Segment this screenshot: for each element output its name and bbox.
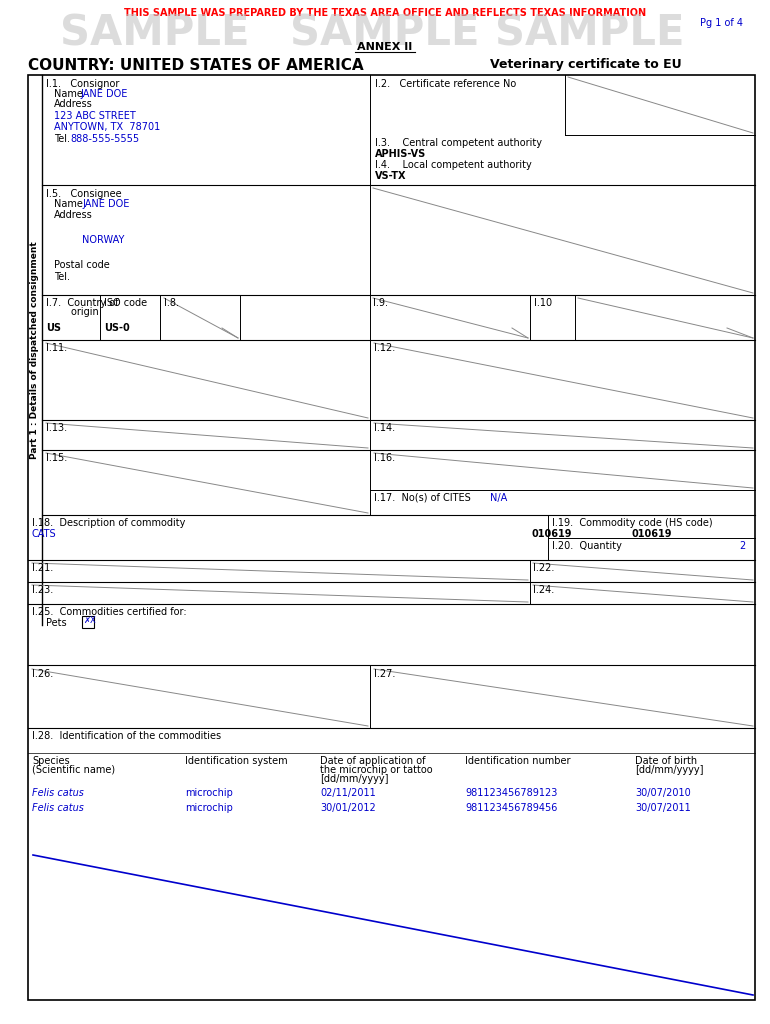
Text: I.3.    Central competent authority: I.3. Central competent authority [375,138,542,148]
Text: Part 1 : Details of dispatched consignment: Part 1 : Details of dispatched consignme… [31,241,39,459]
Text: [dd/mm/yyyy]: [dd/mm/yyyy] [320,774,389,784]
Text: Name: Name [54,89,83,99]
Text: I.21.: I.21. [32,563,53,573]
Text: I.14.: I.14. [374,423,395,433]
Text: 010619: 010619 [631,529,671,539]
Text: 981123456789123: 981123456789123 [465,788,557,798]
Text: microchip: microchip [185,803,233,813]
Text: I.15.: I.15. [46,453,67,463]
Text: I.24.: I.24. [533,585,554,595]
Text: I.2.   Certificate reference No: I.2. Certificate reference No [375,79,516,89]
Text: ISO code: ISO code [104,298,147,308]
Text: I.1.   Consignor: I.1. Consignor [46,79,119,89]
Text: Postal code: Postal code [54,260,110,270]
Text: Identification system: Identification system [185,756,288,766]
Text: I.13.: I.13. [46,423,67,433]
Text: Identification number: Identification number [465,756,571,766]
Text: VS-TX: VS-TX [375,171,407,181]
Text: ANNEX II: ANNEX II [357,42,413,52]
Text: N/A: N/A [490,493,507,503]
Text: Address: Address [54,210,92,220]
Text: I.7.  Country of: I.7. Country of [46,298,119,308]
Text: I.20.  Quantity: I.20. Quantity [552,541,622,551]
Text: Species: Species [32,756,69,766]
Text: 010619: 010619 [532,529,572,539]
Text: 123 ABC STREET: 123 ABC STREET [54,111,136,121]
Text: Pg 1 of 4: Pg 1 of 4 [700,18,743,28]
Text: I.16.: I.16. [374,453,395,463]
Text: 981123456789456: 981123456789456 [465,803,557,813]
Text: SAMPLE: SAMPLE [60,13,249,55]
Text: I.19.  Commodity code (HS code): I.19. Commodity code (HS code) [552,518,712,528]
Text: JANE DOE: JANE DOE [80,89,127,99]
Text: Veterinary certificate to EU: Veterinary certificate to EU [490,58,681,71]
Text: 30/01/2012: 30/01/2012 [320,803,376,813]
Text: I.8.: I.8. [164,298,179,308]
Text: I.23.: I.23. [32,585,53,595]
Text: the microchip or tattoo: the microchip or tattoo [320,765,433,775]
Text: microchip: microchip [185,788,233,798]
Text: I.18.  Description of commodity: I.18. Description of commodity [32,518,186,528]
Text: I.9.: I.9. [373,298,388,308]
Text: 2: 2 [738,541,745,551]
Bar [82,616,94,628]
Text: 30/07/2011: 30/07/2011 [635,803,691,813]
Text: Pets: Pets [46,618,67,628]
Text: Felis catus: Felis catus [32,788,84,798]
Text: I.28.  Identification of the commodities: I.28. Identification of the commodities [32,731,221,741]
Text: Tel.: Tel. [54,134,70,144]
Text: I.12.: I.12. [374,343,395,353]
Text: origin: origin [46,307,99,317]
Text: I.10: I.10 [534,298,552,308]
Text: I.11.: I.11. [46,343,67,353]
Text: ✗X: ✗X [83,616,95,625]
Text: CATS: CATS [32,529,57,539]
Text: SAMPLE: SAMPLE [495,13,685,55]
Text: THIS SAMPLE WAS PREPARED BY THE TEXAS AREA OFFICE AND REFLECTS TEXAS INFORMATION: THIS SAMPLE WAS PREPARED BY THE TEXAS AR… [124,8,646,18]
Text: Date of birth: Date of birth [635,756,697,766]
Text: [dd/mm/yyyy]: [dd/mm/yyyy] [635,765,704,775]
Text: I.26.: I.26. [32,669,53,679]
Text: Tel.: Tel. [54,272,70,282]
Text: I.27.: I.27. [374,669,395,679]
Text: I.22.: I.22. [533,563,554,573]
Text: I.25.  Commodities certified for:: I.25. Commodities certified for: [32,607,186,617]
Text: US-0: US-0 [104,323,130,333]
Text: (Scientific name): (Scientific name) [32,765,115,775]
Text: 02/11/2011: 02/11/2011 [320,788,376,798]
Text: JANE DOE: JANE DOE [82,199,129,209]
Text: I.17.  No(s) of CITES: I.17. No(s) of CITES [374,493,470,503]
Text: 888-555-5555: 888-555-5555 [70,134,139,144]
Text: Date of application of: Date of application of [320,756,426,766]
Text: Address: Address [54,99,92,109]
Text: APHIS-VS: APHIS-VS [375,150,427,159]
Text: US: US [46,323,61,333]
Text: 30/07/2010: 30/07/2010 [635,788,691,798]
Text: Name: Name [54,199,83,209]
Text: Felis catus: Felis catus [32,803,84,813]
Text: ANYTOWN, TX  78701: ANYTOWN, TX 78701 [54,122,160,132]
Text: COUNTRY: UNITED STATES OF AMERICA: COUNTRY: UNITED STATES OF AMERICA [28,58,363,73]
Text: NORWAY: NORWAY [82,234,125,245]
Text: SAMPLE: SAMPLE [290,13,480,55]
Text: I.5.   Consignee: I.5. Consignee [46,189,122,199]
Text: I.4.    Local competent authority: I.4. Local competent authority [375,160,532,170]
